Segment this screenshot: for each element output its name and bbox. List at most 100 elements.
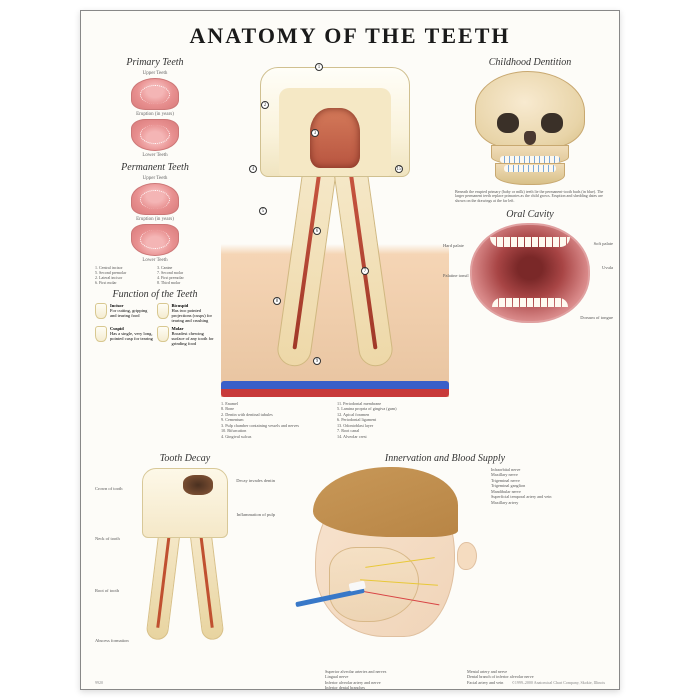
function-grid: IncisorFor cutting, gripping and tearing… xyxy=(95,303,215,346)
callout-dot: 5 xyxy=(259,207,267,215)
perm-erupt-label: Eruption (in years) xyxy=(136,217,174,222)
alveolar-bone xyxy=(221,207,449,377)
cavity-icon xyxy=(183,475,213,495)
legend-item: 14. Alveolar crest xyxy=(337,434,449,439)
oral-cavity-section: Oral Cavity Hard palate Palatine tonsil … xyxy=(455,209,605,323)
callout-dot: 15 xyxy=(395,165,403,173)
ear xyxy=(457,542,477,570)
permanent-upper-arch xyxy=(131,183,179,215)
callout-dot: 4 xyxy=(249,165,257,173)
permanent-arches: Upper Teeth Eruption (in years) Lower Te… xyxy=(95,176,215,263)
permanent-lower-arch xyxy=(131,224,179,256)
nasal-cavity xyxy=(524,131,536,145)
maxilla xyxy=(491,145,569,165)
func-desc: Broadest chewing surface of any tooth fo… xyxy=(172,331,214,346)
innervation-section: Innervation and Blood Supply Infraorbita… xyxy=(285,453,605,683)
molar-icon xyxy=(157,326,169,342)
permanent-teeth-section: Permanent Teeth Upper Teeth Eruption (in… xyxy=(95,162,215,285)
right-column: Childhood Dentition Beneath the erupted … xyxy=(455,57,605,447)
func-incisor: IncisorFor cutting, gripping and tearing… xyxy=(95,303,154,323)
head-profile xyxy=(305,467,485,667)
primary-upper-label: Upper Teeth xyxy=(143,71,168,76)
function-section: Function of the Teeth IncisorFor cutting… xyxy=(95,289,215,346)
oral-label: Dorsum of tongue xyxy=(580,315,613,320)
tooth-crown xyxy=(260,67,410,177)
oral-cavity-diagram xyxy=(470,223,590,323)
orbit-right xyxy=(541,113,563,133)
callout-dot: 8 xyxy=(273,297,281,305)
perm-lower-label: Lower Teeth xyxy=(142,258,167,263)
oral-diagram-wrap: Hard palate Palatine tonsil Soft palate … xyxy=(455,223,605,323)
decay-label: Neck of tooth xyxy=(95,536,120,541)
oral-label: Palatine tonsil xyxy=(443,273,469,278)
callout-dot: 9 xyxy=(313,357,321,365)
upper-teeth-buds xyxy=(500,156,560,163)
func-desc: Has a single, very long, pointed cusp fo… xyxy=(110,331,153,341)
primary-lower-label: Lower Teeth xyxy=(142,153,167,158)
primary-arches: Upper Teeth Eruption (in years) Lower Te… xyxy=(95,71,215,158)
mandible xyxy=(495,163,565,185)
permanent-legend: 1. Central incisor 5. Second premolar 2.… xyxy=(95,265,215,285)
bicuspid-icon xyxy=(157,303,169,319)
perm-upper-label: Upper Teeth xyxy=(143,176,168,181)
decay-root-r xyxy=(189,529,224,641)
decay-label: Abscess formation xyxy=(95,638,129,643)
innervation-title: Innervation and Blood Supply xyxy=(285,453,605,464)
innerv-label: Maxillary artery xyxy=(491,500,605,505)
decay-crown xyxy=(142,468,228,538)
legend-item: 6. First molar xyxy=(95,280,153,285)
callout-dot: 1 xyxy=(315,63,323,71)
legend-item: 4. Gingival sulcus xyxy=(221,434,333,439)
hair xyxy=(313,467,458,537)
primary-erupt-label: Eruption (in years) xyxy=(136,112,174,117)
blood-vessels xyxy=(221,381,449,397)
footer: 9920 ©1999–2000 Anatomical Chart Company… xyxy=(95,680,605,685)
function-title: Function of the Teeth xyxy=(95,289,215,300)
func-cuspid: CuspidHas a single, very long, pointed c… xyxy=(95,326,154,346)
oral-label: Hard palate xyxy=(443,243,464,248)
lower-teeth-buds xyxy=(504,165,556,172)
legend-item: 8. Third molar xyxy=(157,280,215,285)
callout-dot: 6 xyxy=(313,227,321,235)
callout-dot: 3 xyxy=(311,129,319,137)
func-desc: For cutting, gripping and tearing food xyxy=(110,308,147,318)
tooth-cross-section: 1 2 3 4 15 5 6 7 8 9 xyxy=(221,57,449,397)
primary-teeth-section: Primary Teeth Upper Teeth Eruption (in y… xyxy=(95,57,215,158)
childhood-section: Childhood Dentition Beneath the erupted … xyxy=(455,57,605,203)
permanent-title: Permanent Teeth xyxy=(95,162,215,173)
main-title: ANATOMY OF THE TEETH xyxy=(95,23,605,49)
upper-row: Primary Teeth Upper Teeth Eruption (in y… xyxy=(95,57,605,447)
decay-title: Tooth Decay xyxy=(95,453,275,464)
oral-label: Uvula xyxy=(602,265,613,270)
decay-root-l xyxy=(145,529,180,641)
lower-row: Tooth Decay Crown of tooth Decay invades… xyxy=(95,453,605,683)
tooth-root-left xyxy=(275,166,337,369)
oral-label: Soft palate xyxy=(594,241,613,246)
innervation-right-labels: Infraorbital nerveMaxillary nerveTrigemi… xyxy=(491,467,605,667)
product-code: 9920 xyxy=(95,680,103,685)
callout-dot: 7 xyxy=(361,267,369,275)
oral-title: Oral Cavity xyxy=(455,209,605,220)
childhood-caption: Beneath the erupted primary (baby or mil… xyxy=(455,190,605,203)
decay-diagram xyxy=(130,468,240,648)
cuspid-icon xyxy=(95,326,107,342)
func-molar: MolarBroadest chewing surface of any too… xyxy=(157,326,216,346)
decay-label: Root of tooth xyxy=(95,588,119,593)
copyright-text: ©1999–2000 Anatomical Chart Company, Sko… xyxy=(512,680,605,685)
anatomy-poster: ANATOMY OF THE TEETH Primary Teeth Upper… xyxy=(80,10,620,690)
tooth-decay-section: Tooth Decay Crown of tooth Decay invades… xyxy=(95,453,275,683)
left-column: Primary Teeth Upper Teeth Eruption (in y… xyxy=(95,57,215,447)
decay-label: Crown of tooth xyxy=(95,486,123,491)
orbit-left xyxy=(497,113,519,133)
primary-upper-arch xyxy=(131,78,179,110)
func-bicuspid: BicuspidHas two pointed projections (cus… xyxy=(157,303,216,323)
decay-label: Inflammation of pulp xyxy=(237,512,276,517)
innerv-label: Inferior dental branches xyxy=(325,685,463,690)
func-desc: Has two pointed projections (cusps) for … xyxy=(172,308,213,323)
cross-section-legend: 1. Enamel8. Bone2. Dentin with dentinal … xyxy=(221,401,449,439)
primary-lower-arch xyxy=(131,119,179,151)
decay-label: Decay invades dentin xyxy=(236,478,275,483)
innervation-content: Infraorbital nerveMaxillary nerveTrigemi… xyxy=(285,467,605,667)
decay-wrap: Crown of tooth Decay invades dentin Infl… xyxy=(95,468,275,648)
callout-dot: 2 xyxy=(261,101,269,109)
